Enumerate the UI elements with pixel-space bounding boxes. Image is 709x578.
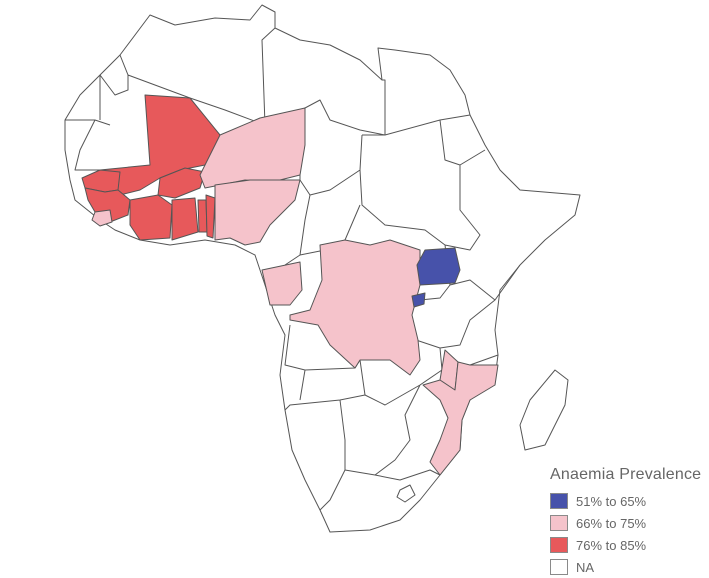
region-dr-congo xyxy=(289,239,421,376)
region-sierra-leone xyxy=(91,209,113,227)
legend-swatch xyxy=(550,493,568,509)
legend-label: NA xyxy=(576,559,595,575)
legend-title: Anaemia Prevalence xyxy=(550,466,702,483)
region-guinea xyxy=(84,187,131,223)
lesotho xyxy=(396,484,416,503)
region-niger xyxy=(199,107,306,189)
region-rwanda xyxy=(411,292,426,308)
legend-swatch xyxy=(550,515,568,531)
region-ghana xyxy=(171,197,199,241)
region-togo xyxy=(197,199,208,233)
legend-label: 66% to 75% xyxy=(576,515,647,531)
region-mozambique xyxy=(422,361,499,476)
legend-swatch xyxy=(550,559,568,575)
madagascar xyxy=(519,369,569,451)
legend-swatch xyxy=(550,537,568,553)
region-ivory-coast xyxy=(129,194,173,241)
legend-label: 51% to 65% xyxy=(576,493,647,509)
region-benin xyxy=(205,194,216,239)
region-uganda xyxy=(416,247,461,286)
region-nigeria xyxy=(214,179,301,246)
map-legend: Anaemia Prevalence 51% to 65% 66% to 75%… xyxy=(550,466,701,578)
region-gabon xyxy=(261,261,303,306)
legend-item: NA xyxy=(550,556,701,578)
legend-label: 76% to 85% xyxy=(576,537,647,553)
legend-item: 76% to 85% xyxy=(550,534,701,556)
legend-item: 51% to 65% xyxy=(550,490,701,512)
legend-item: 66% to 75% xyxy=(550,512,701,534)
